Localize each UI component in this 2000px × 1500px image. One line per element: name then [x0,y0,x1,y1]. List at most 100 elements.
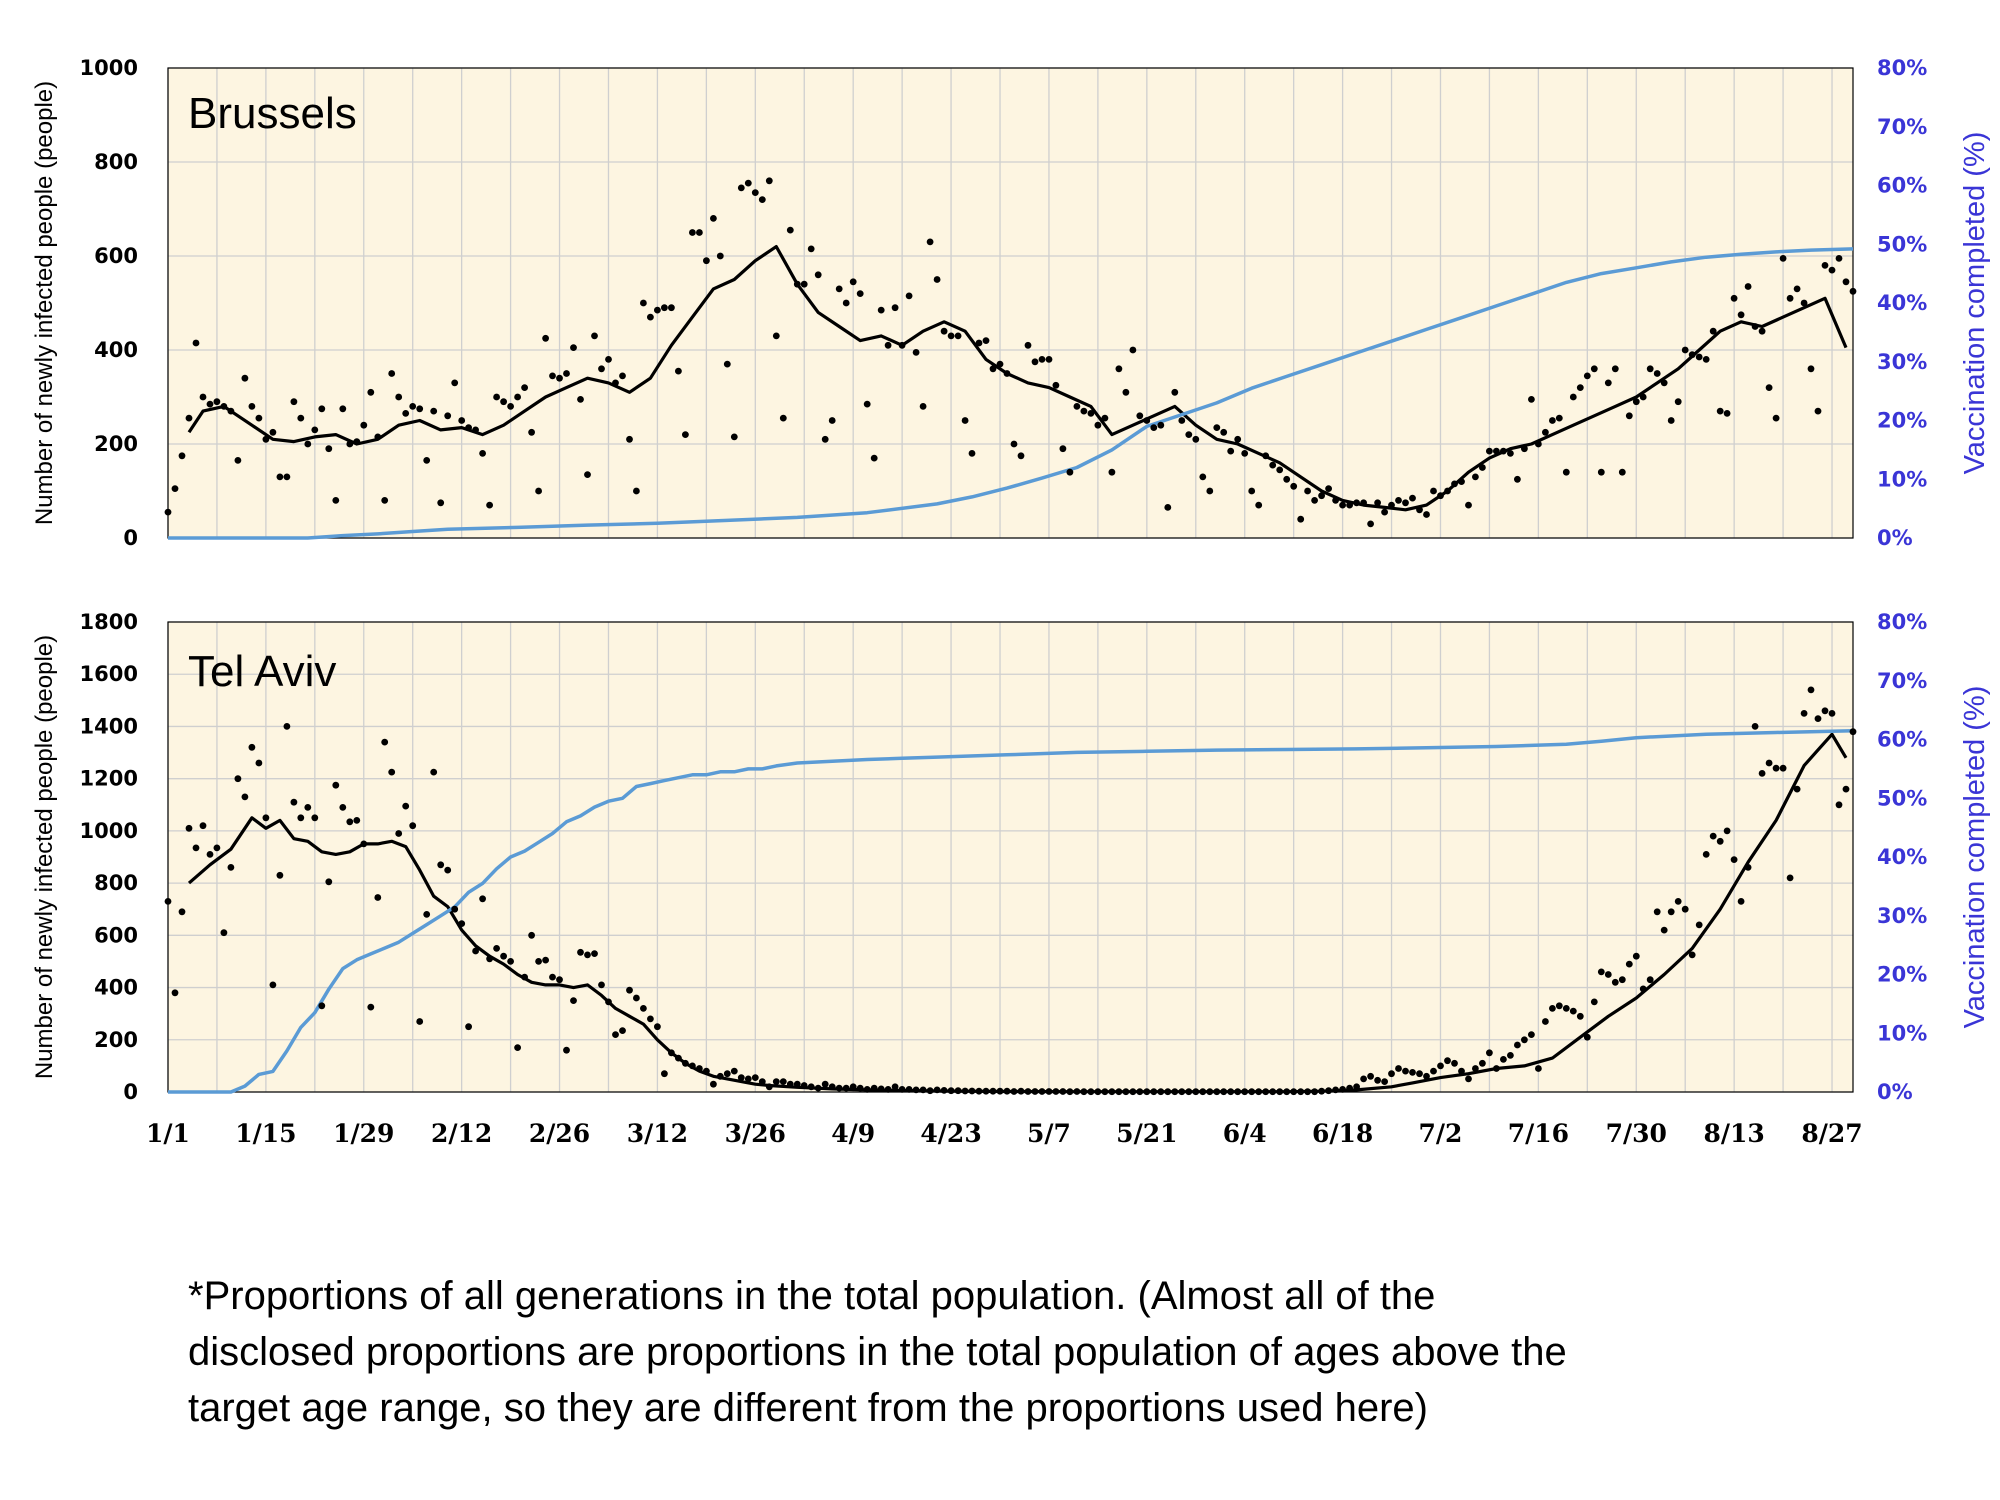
daily-case-point [716,252,724,260]
daily-case-point [647,313,654,321]
daily-case-point [507,958,514,965]
y-tick-label: 600 [94,244,138,268]
daily-case-point [1052,381,1060,389]
daily-case-point [332,497,340,504]
y2-axis-label: Vaccination completed (%) [1959,686,1991,1029]
daily-case-point [1080,407,1088,415]
daily-case-point [1472,473,1479,481]
daily-case-point [751,189,759,197]
daily-case-point [1213,1088,1221,1096]
daily-case-point [716,1072,724,1080]
daily-case-point [514,1044,521,1051]
daily-case-point [255,414,263,422]
daily-case-point [1842,278,1850,286]
daily-case-point [1255,1088,1263,1096]
daily-case-point [1374,1076,1381,1084]
daily-case-point [912,349,920,356]
daily-case-point [486,501,493,509]
daily-case-point [1674,398,1682,406]
daily-case-point [1688,951,1696,959]
daily-case-point [1737,898,1745,905]
daily-case-point [1094,1088,1102,1096]
daily-case-point [409,403,417,410]
daily-case-point [381,738,389,746]
daily-case-point [772,1078,780,1085]
daily-case-point [556,374,563,382]
daily-case-point [185,824,193,832]
daily-case-point [1604,971,1612,978]
daily-case-point [1758,770,1766,777]
daily-case-point [549,372,556,380]
daily-case-point [1325,485,1332,492]
daily-case-point [1667,908,1675,916]
daily-case-point [402,802,410,810]
daily-case-point [1262,1088,1270,1096]
daily-case-point [1157,1088,1165,1096]
daily-case-point [1730,856,1738,863]
panel-title: Tel Aviv [188,647,336,696]
daily-case-point [276,473,284,481]
daily-case-point [577,396,584,403]
daily-case-point [682,431,689,438]
daily-case-point [297,814,305,822]
y-tick-label: 200 [94,1028,138,1052]
daily-case-point [416,405,424,413]
daily-case-point [626,435,633,443]
y2-tick-label: 40% [1877,291,1927,315]
daily-case-point [1066,468,1074,476]
y-tick-label: 800 [94,871,138,895]
daily-case-point [1549,417,1556,424]
daily-case-point [1290,482,1298,490]
daily-case-point [933,1086,941,1094]
daily-case-point [793,1080,801,1088]
daily-case-point [514,393,521,401]
daily-case-point [1842,785,1850,793]
daily-case-point [1115,1088,1123,1096]
daily-case-point [954,1087,962,1095]
x-tick-label: 1/15 [235,1119,296,1148]
daily-case-point [1444,487,1451,495]
daily-case-point [1304,1088,1311,1096]
daily-case-point [458,920,466,927]
daily-case-point [1542,428,1549,436]
daily-case-point [1423,511,1430,518]
daily-case-point [1276,466,1284,474]
y2-tick-label: 80% [1877,56,1927,80]
daily-case-point [703,1067,710,1075]
x-tick-label: 4/23 [920,1119,981,1148]
daily-case-point [1129,1088,1137,1096]
daily-case-point [807,245,815,253]
daily-case-point [1185,1088,1193,1096]
daily-case-point [542,334,549,342]
daily-case-point [500,398,507,406]
daily-case-point [1143,1088,1151,1096]
x-tick-label: 7/30 [1606,1119,1667,1148]
daily-case-point [1576,384,1584,391]
daily-case-point [1192,435,1200,443]
daily-case-point [1716,407,1724,415]
daily-case-point [1395,1065,1402,1072]
daily-case-point [1332,1086,1339,1094]
daily-case-point [1353,1083,1360,1091]
daily-case-point [835,1084,843,1092]
daily-case-point [248,743,256,751]
daily-case-point [989,365,997,373]
daily-case-point [1171,388,1179,396]
daily-case-point [507,403,514,410]
daily-case-point [1241,450,1249,457]
daily-case-point [563,370,570,377]
daily-case-point [1653,370,1661,377]
daily-case-point [919,403,927,410]
daily-case-point [1583,372,1591,380]
daily-case-point [1297,1088,1305,1096]
daily-case-point [584,471,591,478]
y-tick-label: 1200 [80,767,138,791]
daily-case-point [1003,1087,1011,1095]
daily-case-point [1122,388,1130,396]
daily-case-point [423,457,431,464]
x-tick-label: 1/1 [146,1119,190,1148]
daily-case-point [891,1083,899,1091]
daily-case-point [1017,452,1025,460]
daily-case-point [591,950,598,957]
daily-case-point [1604,379,1612,387]
